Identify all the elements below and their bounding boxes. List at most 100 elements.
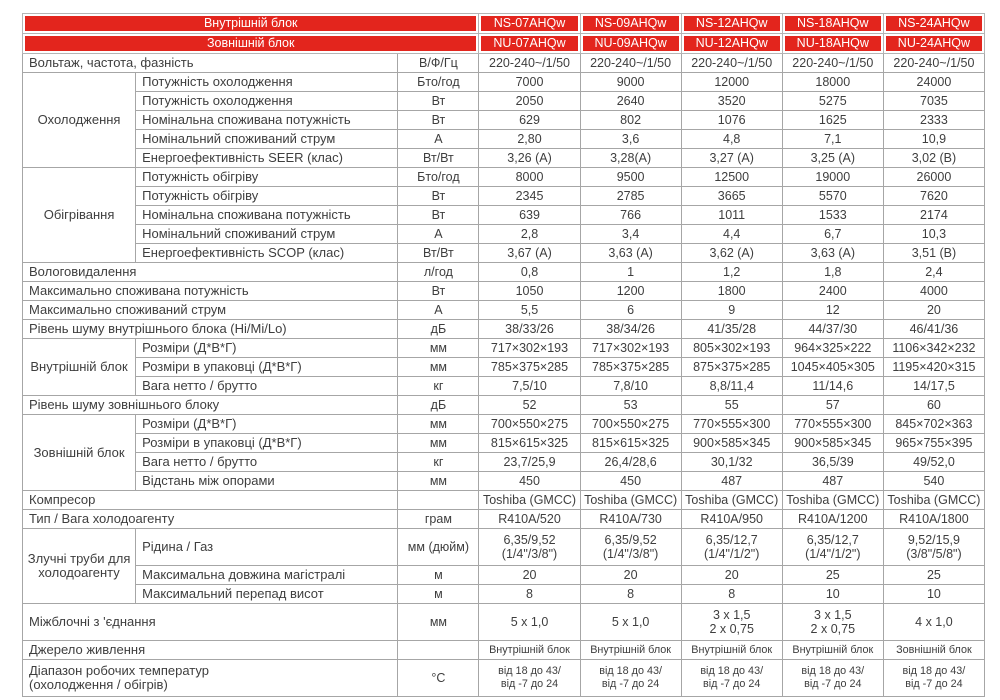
value-cell: 1533	[781, 205, 884, 225]
value-cell: 540	[882, 471, 986, 491]
value-cell: 845×702×363	[882, 414, 986, 434]
value-cell: 3,27 (A)	[680, 148, 783, 168]
value-cell: 6,35/9,52 (1/4"/3/8")	[579, 528, 682, 566]
spec-label-cell: Потужність охолодження	[135, 72, 399, 92]
unit-cell: дБ	[397, 319, 480, 339]
unit-cell: Вт/Вт	[397, 148, 480, 168]
unit-cell: Вт/Вт	[397, 243, 480, 263]
value-cell: 1,8	[781, 262, 884, 282]
spec-label-cell: Розміри (Д*В*Г)	[135, 338, 399, 358]
value-cell: 1011	[680, 205, 783, 225]
value-cell: 700×550×275	[579, 414, 682, 434]
value-cell: 12000	[680, 72, 783, 92]
indoor-model-header-cell: NS-12AHQw	[680, 13, 783, 34]
indoor-unit-header: Внутрішній блок	[25, 16, 477, 31]
value-cell: 805×302×193	[680, 338, 783, 358]
spec-label-cell: Розміри (Д*В*Г)	[135, 414, 399, 434]
unit-cell: мм	[397, 338, 480, 358]
value-cell: 25	[882, 565, 986, 585]
value-cell: 3,51 (B)	[882, 243, 986, 263]
value-cell: 18000	[781, 72, 884, 92]
group-label-cell: Внутрішній блок	[21, 338, 137, 396]
indoor-model-header-cell: NS-07AHQw	[478, 13, 581, 34]
spec-label-cell: Максимальний перепад висот	[135, 584, 399, 604]
value-cell: Toshiba (GMCC)	[579, 490, 682, 510]
value-cell: 3,63 (A)	[579, 243, 682, 263]
outdoor-model-header-cell: NU-18AHQw	[781, 33, 884, 54]
value-cell: 2400	[781, 281, 884, 301]
value-cell: 12500	[680, 167, 783, 187]
value-cell: 10	[781, 584, 884, 604]
value-cell: 1200	[579, 281, 682, 301]
spec-label-cell: Номінальний споживаний струм	[135, 224, 399, 244]
value-cell: Toshiba (GMCC)	[882, 490, 986, 510]
value-cell: 10,9	[882, 129, 986, 149]
value-cell: 5 x 1,0	[478, 603, 581, 641]
value-cell: 9	[680, 300, 783, 320]
unit-cell: м	[397, 584, 480, 604]
value-cell: 20	[579, 565, 682, 585]
value-cell: 3,25 (A)	[781, 148, 884, 168]
value-cell: від 18 до 43/ від -7 до 24	[579, 659, 682, 697]
value-cell: 5 x 1,0	[579, 603, 682, 641]
value-cell: 964×325×222	[781, 338, 884, 358]
value-cell: 12	[781, 300, 884, 320]
value-cell: 965×755×395	[882, 433, 986, 453]
value-cell: 6,35/12,7 (1/4"/1/2")	[680, 528, 783, 566]
spec-label-cell: Відстань між опорами	[135, 471, 399, 491]
unit-cell: мм (дюйм)	[397, 528, 480, 566]
value-cell: 7620	[882, 186, 986, 206]
group-label-cell: Обігрівання	[21, 167, 137, 263]
value-cell: 700×550×275	[478, 414, 581, 434]
unit-cell: Вт	[397, 91, 480, 111]
value-cell: 900×585×345	[680, 433, 783, 453]
spec-table: Внутрішній блок NS-07AHQw NS-09AHQw NS-12AH…	[21, 13, 986, 697]
unit-cell: Бто/год	[397, 72, 480, 92]
value-cell: 11/14,6	[781, 376, 884, 396]
spec-label-cell: Розміри в упаковці (Д*В*Г)	[135, 357, 399, 377]
value-cell: 3,62 (A)	[680, 243, 783, 263]
value-cell: 220-240~/1/50	[781, 53, 884, 73]
value-cell: 24000	[882, 72, 986, 92]
value-cell: 2640	[579, 91, 682, 111]
value-cell: Внутрішній блок	[579, 640, 682, 660]
value-cell: 3,63 (A)	[781, 243, 884, 263]
value-cell: 1045×405×305	[781, 357, 884, 377]
value-cell: 2,4	[882, 262, 986, 282]
value-cell: 1	[579, 262, 682, 282]
value-cell: 3,28(A)	[579, 148, 682, 168]
value-cell: 766	[579, 205, 682, 225]
value-cell: 0,8	[478, 262, 581, 282]
spec-label-cell: Джерело живлення	[21, 640, 399, 660]
spec-label-cell: Компресор	[21, 490, 399, 510]
spec-table-body: Внутрішній блок NS-07AHQw NS-09AHQw NS-12AH…	[21, 13, 986, 697]
value-cell: 6	[579, 300, 682, 320]
indoor-model-header-cell: NS-18AHQw	[781, 13, 884, 34]
value-cell: 2333	[882, 110, 986, 130]
value-cell: 26,4/28,6	[579, 452, 682, 472]
group-label-cell: Зовнішній блок	[21, 414, 137, 491]
spec-label-cell: Максимально споживаний струм	[21, 300, 399, 320]
unit-cell: Бто/год	[397, 167, 480, 187]
value-cell: Toshiba (GMCC)	[781, 490, 884, 510]
value-cell: R410A/520	[478, 509, 581, 529]
value-cell: 4 x 1,0	[882, 603, 986, 641]
indoor-model-header: NS-24AHQw	[885, 16, 982, 31]
value-cell: 1050	[478, 281, 581, 301]
value-cell: 3,67 (A)	[478, 243, 581, 263]
indoor-model-header-cell: NS-24AHQw	[882, 13, 986, 34]
spec-label-cell: Потужність охолодження	[135, 91, 399, 111]
value-cell: 49/52,0	[882, 452, 986, 472]
value-cell: 5570	[781, 186, 884, 206]
value-cell: 9000	[579, 72, 682, 92]
spec-label-cell: Номінальна споживана потужність	[135, 205, 399, 225]
value-cell: 3,26 (A)	[478, 148, 581, 168]
unit-cell: А	[397, 224, 480, 244]
value-cell: 20	[478, 565, 581, 585]
value-cell: 8	[579, 584, 682, 604]
unit-cell: Вт	[397, 186, 480, 206]
value-cell: від 18 до 43/ від -7 до 24	[680, 659, 783, 697]
value-cell: 6,35/12,7 (1/4"/1/2")	[781, 528, 884, 566]
unit-cell: °C	[397, 659, 480, 697]
